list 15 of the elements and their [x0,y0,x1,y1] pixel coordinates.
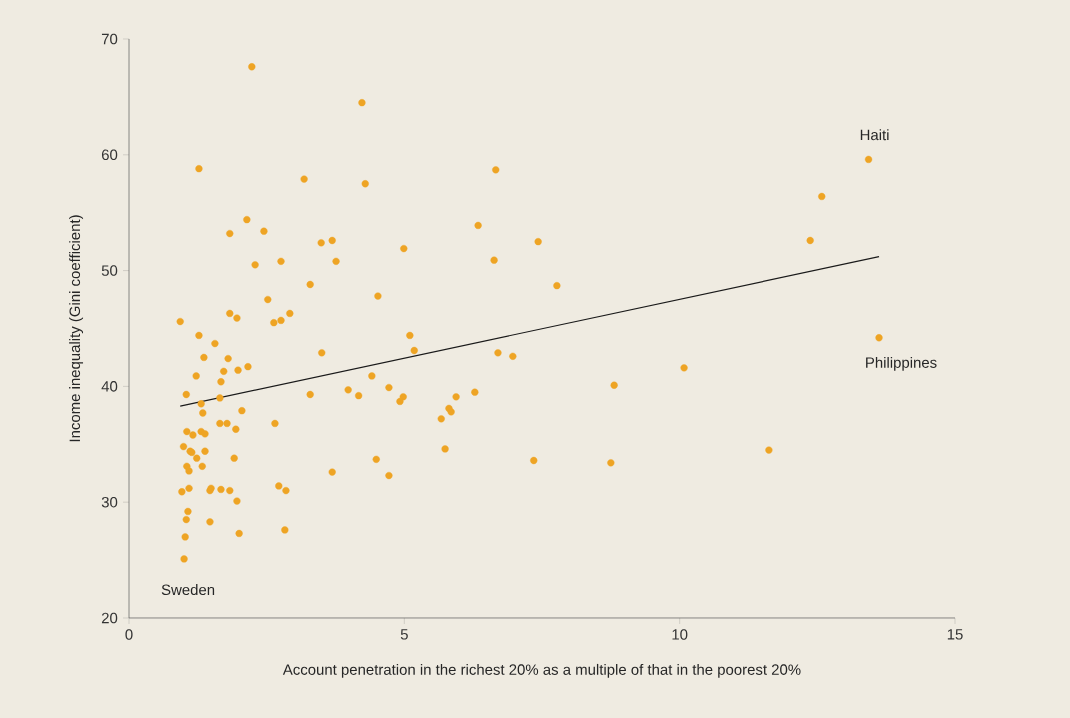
y-tick-label: 50 [101,265,118,276]
y-tick-label: 20 [101,612,118,624]
x-tick-label: 15 [947,629,963,640]
annotation: Philippines [866,356,937,371]
x-axis-title: Account penetration in the richest 20% as a multiple of that in the poorest 20% [282,663,801,678]
x-tick-label: 0 [125,629,133,640]
y-tick-label: 60 [101,149,118,161]
y-tick-label: 40 [101,381,118,392]
annotation: Haiti [860,129,889,141]
x-tick-label: 5 [400,629,408,640]
y-axis-title: Income inequality (Gini coefficient) [69,215,84,442]
annotation: Sweden [161,584,215,596]
y-tick-label: 70 [101,33,118,45]
y-tick-label: 30 [101,496,118,508]
x-tick-label: 10 [672,629,688,640]
